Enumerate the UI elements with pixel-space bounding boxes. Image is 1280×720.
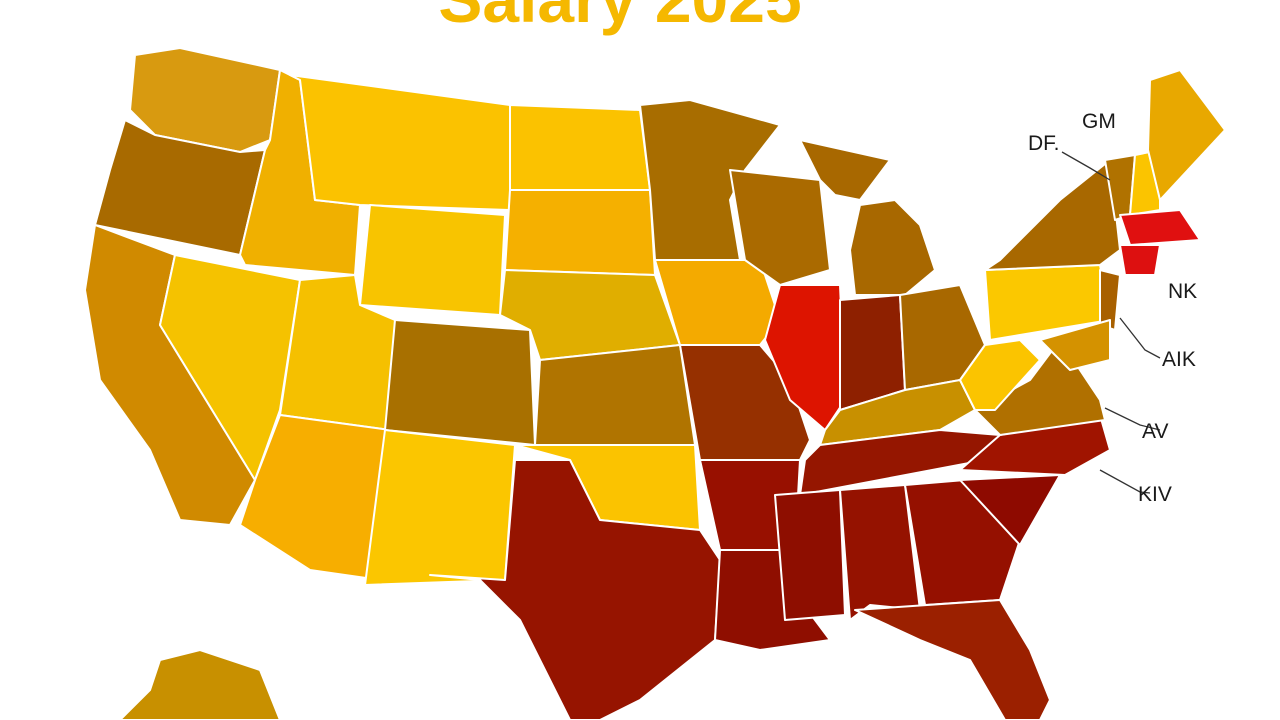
leader-line <box>1061 151 1111 181</box>
leader-line <box>1099 469 1151 494</box>
state <box>959 414 1111 476</box>
state <box>984 159 1121 271</box>
state <box>774 489 846 621</box>
state <box>509 104 651 191</box>
map-label: NK <box>1168 280 1197 303</box>
map-label: AV <box>1142 420 1168 443</box>
map-label: DF. <box>1028 132 1060 155</box>
state <box>289 74 511 211</box>
map-label: KIV <box>1138 483 1172 506</box>
state <box>429 459 721 720</box>
leader-line <box>1119 317 1161 359</box>
map-title: Salary 2025 <box>438 0 801 36</box>
state <box>854 599 1051 720</box>
state <box>384 319 536 446</box>
state <box>364 429 516 586</box>
map-label: GM <box>1082 110 1116 133</box>
state <box>1119 244 1161 276</box>
state <box>959 474 1061 546</box>
state <box>1039 319 1111 371</box>
state <box>129 47 281 153</box>
state <box>639 99 781 261</box>
state <box>359 204 506 316</box>
states <box>84 47 1226 720</box>
state <box>729 169 831 286</box>
map-label: AIK <box>1162 348 1196 371</box>
leader-lines <box>1061 151 1161 494</box>
state <box>959 339 1041 411</box>
state <box>504 189 656 276</box>
state <box>119 649 281 720</box>
state <box>534 344 696 446</box>
state <box>1119 209 1201 246</box>
state <box>1099 269 1121 331</box>
state <box>799 139 891 201</box>
state <box>1147 69 1226 201</box>
leader-line <box>1104 407 1161 431</box>
state <box>849 199 936 296</box>
